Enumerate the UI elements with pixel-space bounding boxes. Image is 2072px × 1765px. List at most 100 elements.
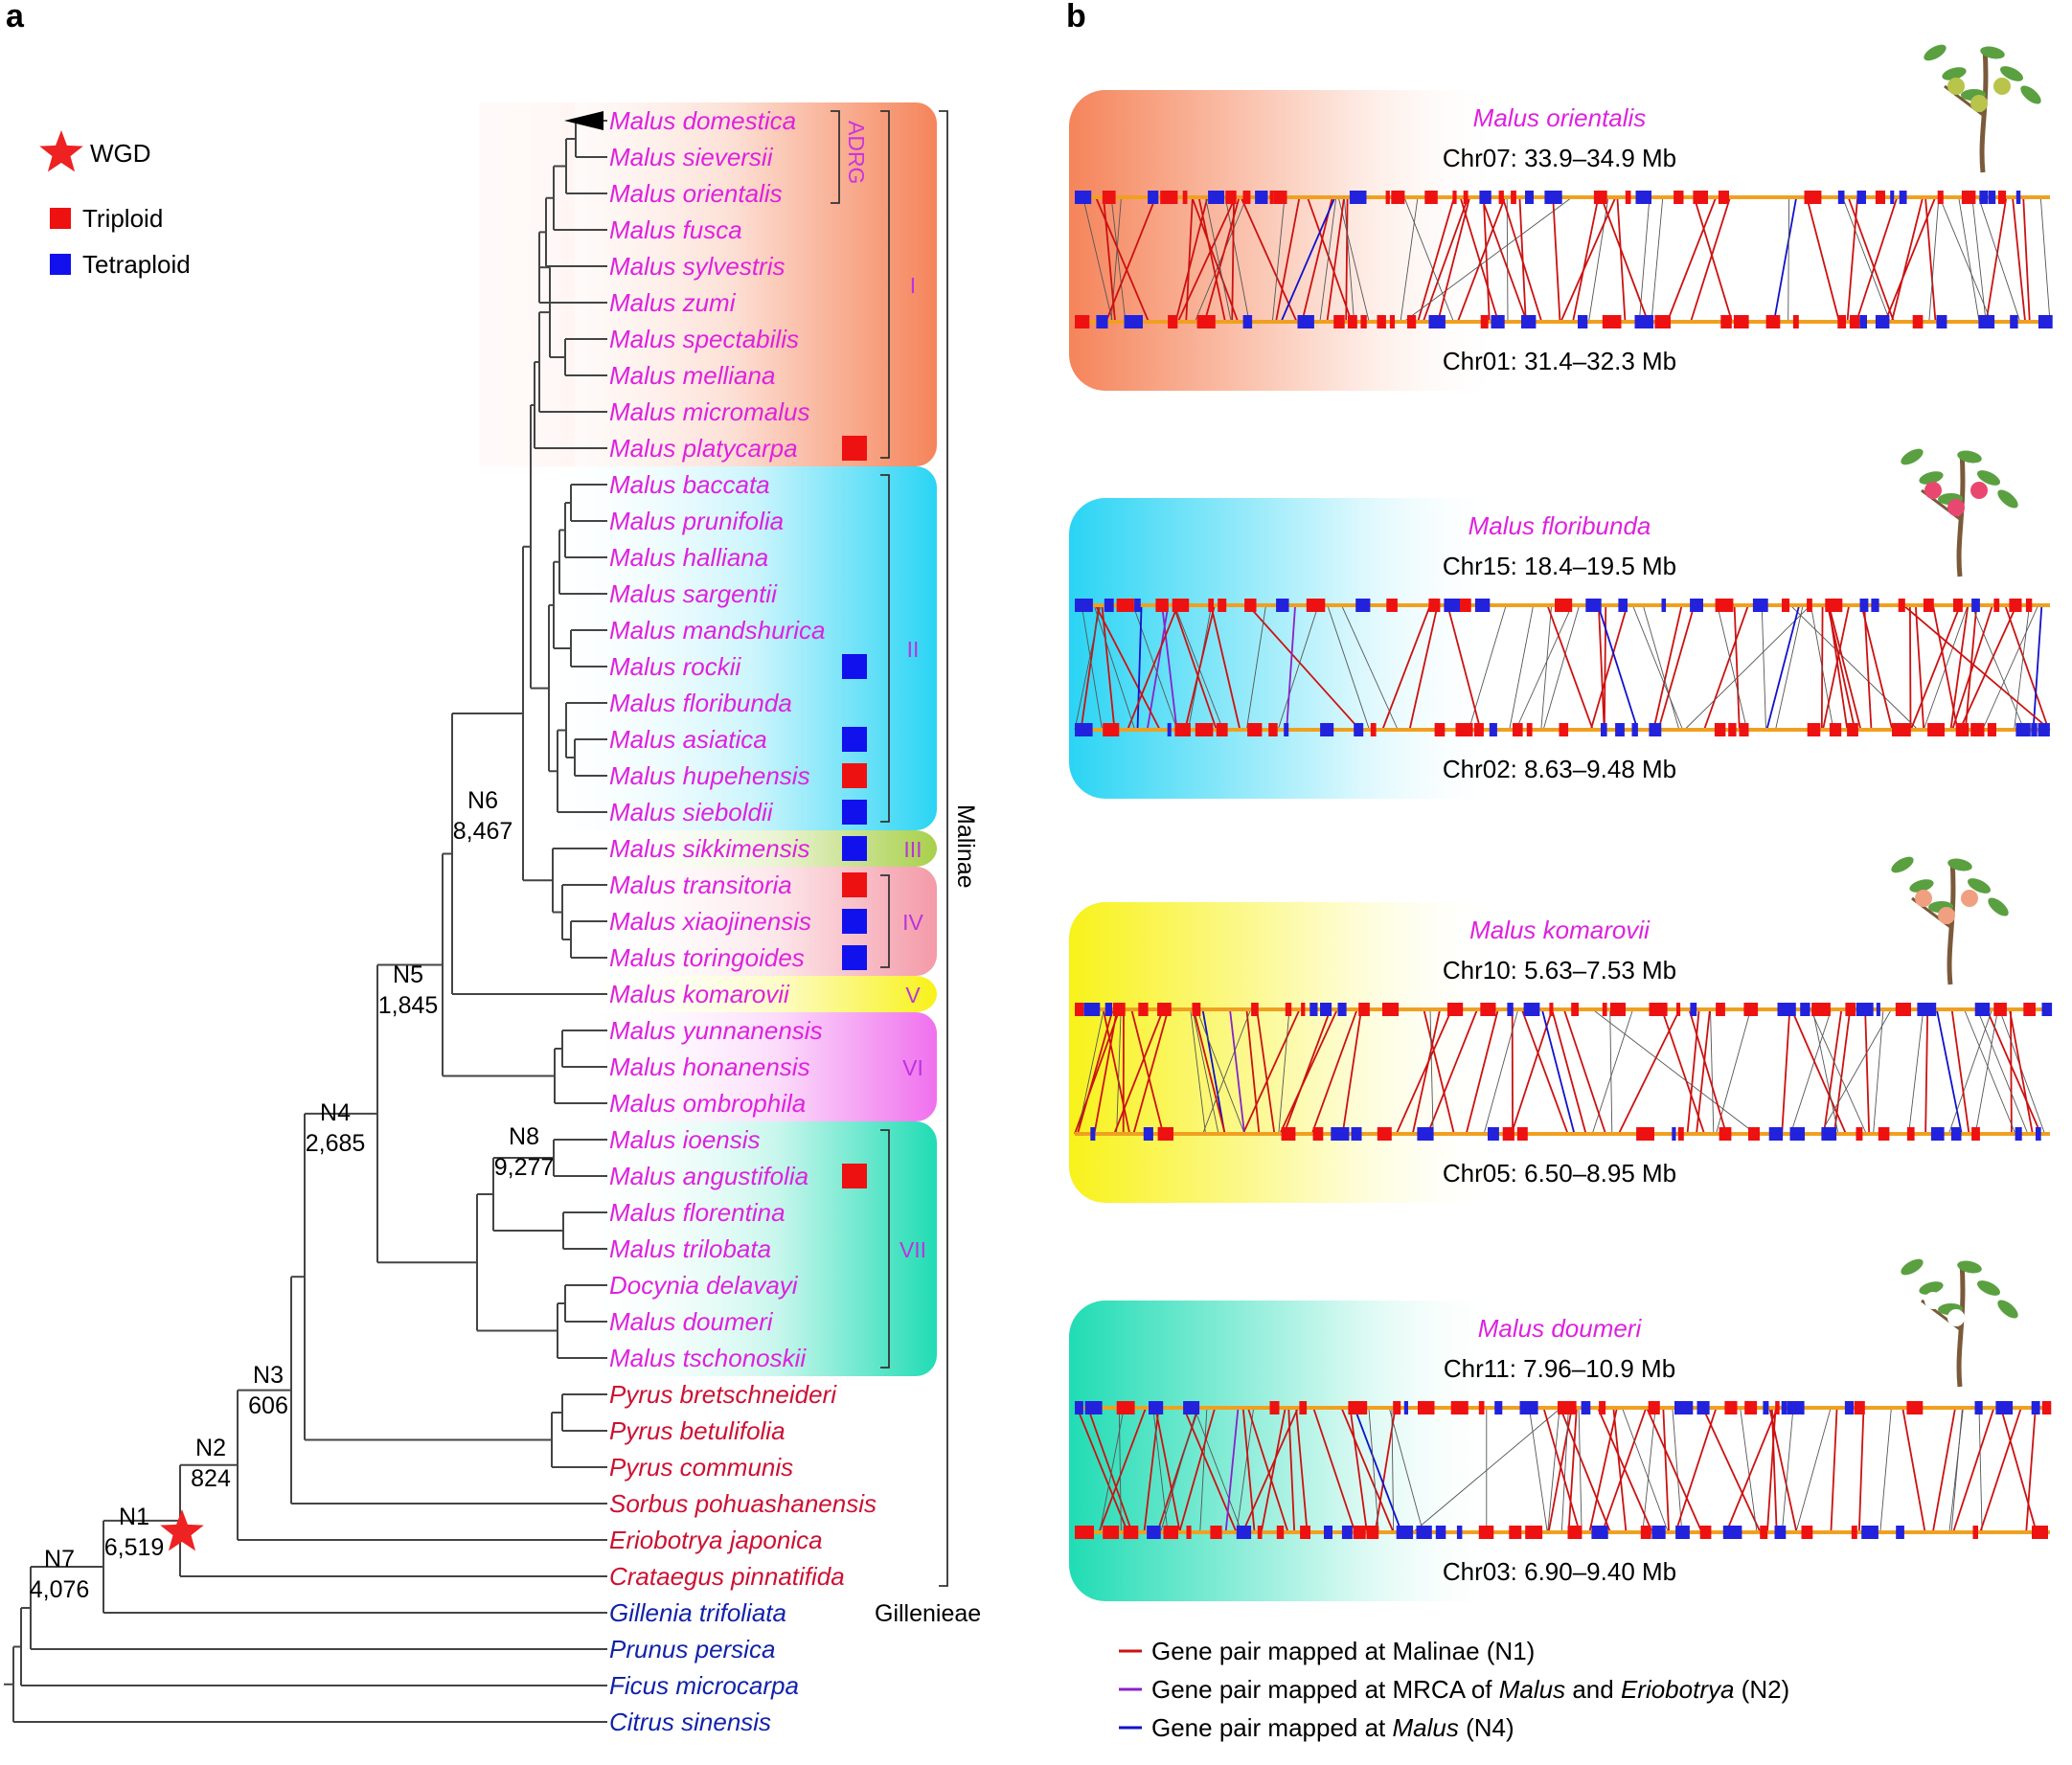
gene-block [1389,315,1395,328]
clade-VI-background [584,1012,937,1121]
gene-pair-link [1295,1407,1309,1533]
gene-pair-link [1642,604,1680,731]
gene-pair-link [1890,196,1924,323]
taxon-label: Malus transitoria [609,871,792,899]
gene-block [2015,723,2031,736]
gene-block [1825,599,1843,612]
gene-pair-link [1173,604,1218,731]
gene-pair-link [1725,1407,1779,1533]
gene-pair-link [1947,1008,1993,1135]
gene-pair-link [1688,1008,1727,1135]
gene-block [1728,723,1737,736]
gene-pair-link [1765,604,1801,731]
gene-block [1829,723,1842,736]
gene-block [1513,723,1523,736]
gene-block [1807,599,1812,612]
gene-pair-link [1686,1008,1700,1135]
gene-pair-link [1247,604,1361,731]
gene-pair-link [1958,196,1980,323]
gene-block [1300,1526,1310,1539]
malinae-bracket [939,110,948,1587]
gene-pair-link [1422,196,1469,323]
gene-pair-link [1884,196,1937,323]
gene-block [1075,723,1093,736]
gene-block [1075,315,1090,328]
gene-block [1075,1526,1094,1539]
gene-pair-link [1388,1407,1424,1533]
tetraploid-marker [842,836,867,861]
gene-pair-link [1902,604,2051,731]
gene-block [1937,191,1944,204]
gene-block [1997,191,2006,204]
taxon-label: Malus domestica [609,106,796,135]
gene-pair-link [2032,604,2043,731]
gene-block [1674,1401,1694,1414]
gene-block [1452,191,1457,204]
gene-pair-link [1231,196,1235,323]
synteny-panel-background [1069,90,1692,391]
gene-block [1739,723,1749,736]
gene-block [1195,723,1214,736]
legend-b-text: Malus [1393,1713,1459,1742]
gene-block [1138,1003,1149,1016]
gene-block [1509,1526,1522,1539]
gene-pair-link [1795,1407,1832,1533]
plant-leaf [1957,450,1982,464]
gene-pair-link [1810,1008,1867,1135]
gene-pair-link [1201,1008,1226,1135]
gene-pair-link [1642,1407,1656,1533]
clade-I-label: I [910,273,916,298]
gene-pair-link [1612,1407,1628,1533]
gene-pair-link [1939,196,1992,323]
bottom-chromosome-label: Chr05: 6.50–8.95 Mb [1443,1159,1676,1188]
gene-pair-link [1601,1407,1648,1533]
gene-pair-link [1684,604,1811,731]
gene-pair-link [1540,604,1553,731]
gene-pair-link [1354,1407,1402,1533]
gene-block [1875,315,1890,328]
gene-block [1768,1127,1784,1141]
gene-pair-link [1446,604,1482,731]
node-N5-id: N5 [393,962,423,988]
gene-pair-link [1978,1407,1983,1533]
gene-pair-link [1312,1407,1356,1533]
plant-leaf [1924,44,1947,61]
gene-block [1268,723,1278,736]
gene-block [1733,315,1749,328]
gene-block [1631,723,1638,736]
gene-block [1837,191,1845,204]
gene-pair-link [1154,1407,1181,1533]
gene-pair-link [1194,196,1247,323]
gene-block [1654,315,1671,328]
gene-block [2041,1401,2052,1414]
plant-leaf [1957,1260,1982,1274]
gene-block [1715,599,1734,612]
gene-block [1116,1401,1135,1414]
clade-III-label: III [903,837,922,862]
legend-b-text: and [1565,1675,1621,1704]
taxon-label: Malus micromalus [609,397,810,426]
gene-pair-link [1326,196,1345,323]
gene-pair-link [1275,196,1301,323]
taxon-label: Malus xiaojinensis [609,907,811,936]
legend-b-text: (N2) [1734,1675,1789,1704]
gene-pair-link [1480,196,1528,323]
gene-block [1299,1401,1308,1414]
gene-pair-link [1646,1407,1703,1533]
gene-block [1718,191,1729,204]
plant-leaf [1977,470,2000,486]
node-N3-count: 606 [248,1392,288,1419]
gene-block [1555,599,1573,612]
node-N8-count: 9,277 [494,1154,555,1181]
gene-block [1463,191,1469,204]
taxon-label: Docynia delavayi [609,1271,799,1300]
gene-block [1871,599,1879,612]
gene-pair-link [1224,1407,1240,1533]
gene-pair-link [1094,604,1161,731]
plant-stem [1956,1261,1966,1388]
gene-block [1480,315,1489,328]
gene-pair-link [1195,1008,1245,1135]
taxon-label: Pyrus communis [609,1453,793,1482]
gene-block [1149,1401,1164,1414]
gene-pair-link [1901,1407,1926,1533]
